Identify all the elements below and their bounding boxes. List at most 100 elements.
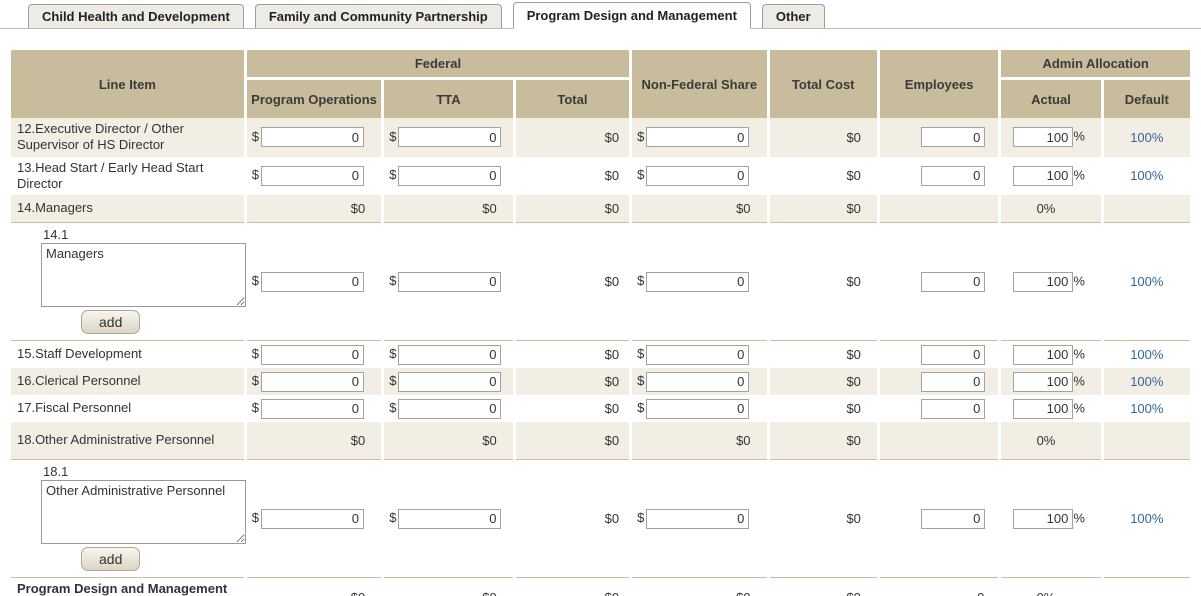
tta-input[interactable] [398, 371, 502, 392]
line-item-description-textarea[interactable]: Managers [41, 243, 246, 307]
line-item-label: 16.Clerical Personnel [17, 373, 141, 389]
actual-percent-input[interactable] [1013, 165, 1074, 186]
line-item-cell: 12.Executive Director / Other Supervisor… [11, 118, 244, 157]
default-percent-link[interactable]: 100% [1130, 374, 1164, 389]
program-operations-input[interactable] [261, 398, 365, 419]
actual-percent-input[interactable] [1013, 398, 1074, 419]
non-federal-share-input[interactable] [646, 344, 750, 365]
default-percent-link[interactable]: 100% [1130, 168, 1164, 184]
federal-total-value: $0 [515, 223, 630, 341]
employees-cell [879, 341, 999, 368]
employees-input[interactable] [921, 398, 986, 419]
employees-input[interactable] [921, 508, 986, 529]
default-cell: 100% [1103, 460, 1190, 578]
actual-percent-input[interactable] [1013, 271, 1074, 292]
dollar-sign: $ [389, 509, 397, 525]
non-federal-share-total: $0 [632, 578, 767, 596]
dollar-sign: $ [389, 128, 397, 144]
actual-percent-input[interactable] [1013, 371, 1074, 392]
employees-input[interactable] [921, 271, 986, 292]
table-row-18-1: 18.1 Other Administrative Personnel add … [11, 460, 1190, 578]
program-operations-input[interactable] [261, 344, 365, 365]
table-row-18: 18.Other Administrative Personnel $0 $0 … [11, 422, 1190, 460]
actual-cell: % [1001, 156, 1101, 195]
tta-input[interactable] [398, 165, 502, 186]
employees-cell [879, 156, 999, 195]
federal-total-value: $0 [515, 368, 630, 395]
actual-cell: % [1001, 118, 1101, 157]
actual-percent-input[interactable] [1013, 344, 1074, 365]
non-federal-share-input[interactable] [646, 127, 750, 148]
default-percent-link[interactable]: 100% [1130, 129, 1164, 145]
line-item-label: 18.Other Administrative Personnel [17, 432, 215, 448]
default-percent-link[interactable]: 100% [1130, 274, 1164, 289]
employees-input[interactable] [921, 371, 986, 392]
program-operations-input[interactable] [261, 508, 365, 529]
actual-percent-input[interactable] [1013, 508, 1074, 529]
add-button[interactable]: add [81, 310, 141, 334]
total-row-label: Program Design and Management Personnel … [11, 578, 244, 596]
actual-percent-input[interactable] [1013, 127, 1074, 148]
table-row-15: 15.Staff Development $ $ $0 $ $0 % 100% [11, 341, 1190, 368]
employees-cell [879, 395, 999, 422]
header-tta: TTA [384, 80, 513, 118]
header-non-federal-share: Non-Federal Share [632, 50, 767, 118]
header-total-cost: Total Cost [769, 50, 877, 118]
default-percent-link[interactable]: 100% [1130, 347, 1164, 362]
line-item-label: 17.Fiscal Personnel [17, 400, 132, 416]
non-federal-share-input[interactable] [646, 508, 750, 529]
tta-input[interactable] [398, 127, 502, 148]
employees-input[interactable] [921, 127, 986, 148]
line-item-cell: 18.Other Administrative Personnel [11, 422, 244, 460]
table-row-12: 12.Executive Director / Other Supervisor… [11, 118, 1190, 157]
tab-family-and-community-partnership[interactable]: Family and Community Partnership [254, 4, 502, 28]
non-federal-share-input[interactable] [646, 165, 750, 186]
default-percent-link[interactable]: 100% [1130, 511, 1164, 526]
federal-total-value: $0 [515, 341, 630, 368]
tab-program-design-and-management[interactable]: Program Design and Management [512, 2, 751, 29]
federal-total-total: $0 [515, 578, 630, 596]
program-operations-cell: $ [246, 223, 382, 341]
line-item-label: 12.Executive Director / Other Supervisor… [17, 121, 184, 153]
program-operations-input[interactable] [261, 127, 365, 148]
actual-cell: % [1001, 460, 1101, 578]
employees-input[interactable] [921, 344, 986, 365]
actual-percent-value: 0% [1001, 422, 1101, 460]
dollar-sign: $ [251, 399, 260, 415]
non-federal-share-cell: $ [632, 223, 767, 341]
program-operations-input[interactable] [261, 371, 365, 392]
tta-value: $0 [384, 422, 513, 460]
dollar-sign: $ [389, 399, 397, 415]
default-percent-link[interactable]: 100% [1130, 401, 1164, 416]
dollar-sign: $ [251, 372, 260, 388]
table-row-16: 16.Clerical Personnel $ $ $0 $ $0 % 100% [11, 368, 1190, 395]
tab-child-health-and-development[interactable]: Child Health and Development [28, 4, 244, 28]
dollar-sign: $ [637, 167, 645, 183]
sub-line-item-cell: 14.1 Managers add [11, 223, 246, 341]
employees-input[interactable] [921, 165, 986, 186]
line-item-cell: 14.Managers [11, 195, 244, 223]
tta-input[interactable] [398, 508, 502, 529]
tta-cell: $ [384, 341, 513, 368]
actual-percent-total: 0% [1001, 578, 1101, 596]
program-operations-input[interactable] [261, 165, 365, 186]
table-row-13: 13.Head Start / Early Head Start Directo… [11, 156, 1190, 195]
non-federal-share-input[interactable] [646, 371, 750, 392]
dollar-sign: $ [251, 167, 260, 183]
line-item-description-textarea[interactable]: Other Administrative Personnel [41, 480, 246, 544]
tta-input[interactable] [398, 344, 502, 365]
header-line-item: Line Item [11, 50, 244, 118]
tab-other[interactable]: Other [761, 4, 825, 28]
tta-input[interactable] [398, 398, 502, 419]
non-federal-share-input[interactable] [646, 271, 750, 292]
tta-input[interactable] [398, 271, 502, 292]
line-item-cell: 15.Staff Development [11, 341, 244, 368]
tta-cell: $ [384, 395, 513, 422]
total-cost-total: $0 [769, 578, 877, 596]
table-row-14-1: 14.1 Managers add $ $ $0 $ $0 % 100% [11, 223, 1190, 341]
non-federal-share-input[interactable] [646, 398, 750, 419]
add-button[interactable]: add [81, 547, 141, 571]
program-operations-input[interactable] [261, 271, 365, 292]
total-cost-value: $0 [769, 195, 877, 223]
total-cost-value: $0 [769, 118, 877, 157]
